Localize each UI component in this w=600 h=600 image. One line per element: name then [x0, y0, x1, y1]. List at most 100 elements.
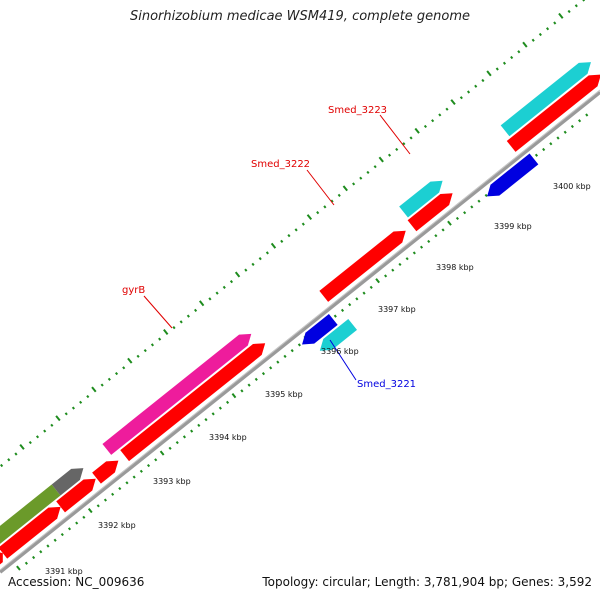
forward-ring-tick — [409, 136, 413, 140]
scale-ring-tick — [67, 527, 72, 531]
scale-ring-tick — [175, 440, 179, 445]
scale-label-3391: 3391 kbp — [45, 567, 83, 576]
forward-ring-tick — [179, 320, 183, 324]
map-title: Sinorhizobium medicae WSM419, complete g… — [129, 9, 471, 24]
scale-label-3393: 3393 kbp — [153, 477, 191, 486]
smed-3223-feature[interactable] — [399, 180, 443, 218]
scale-ring-tick — [455, 216, 460, 221]
forward-ring-tick — [136, 354, 140, 358]
scale-ring-tick — [340, 308, 345, 313]
scale-ring-tick — [197, 423, 201, 427]
forward-cds[interactable] — [56, 478, 96, 513]
scale-ring-tick — [32, 555, 36, 560]
forward-ring-tick — [14, 452, 18, 456]
scale-ring-tick — [348, 303, 352, 307]
forward-ring-tick — [0, 463, 4, 468]
scale-ring-tick — [190, 429, 194, 433]
scale-ring-tick — [290, 349, 294, 353]
smed-3221-leader-line — [329, 339, 357, 381]
forward-ring-tick — [395, 147, 399, 152]
forward-ring-tick — [330, 199, 334, 203]
forward-ring-tick — [359, 176, 363, 180]
forward-ring-tick — [114, 371, 119, 376]
forward-ring-tick — [438, 113, 442, 117]
forward-ring-tick — [222, 285, 226, 289]
forward-ring-tick — [91, 386, 97, 393]
smed-3223-cds[interactable] — [407, 193, 453, 232]
smed-3222-cds[interactable] — [319, 230, 406, 302]
forward-ring-tick — [474, 84, 478, 88]
forward-ring-tick — [258, 257, 262, 261]
forward-ring-tick — [122, 366, 126, 370]
forward-ring-tick — [143, 348, 147, 353]
genome-backbone-highlight — [0, 89, 600, 571]
gene-label-gyrb[interactable]: gyrB — [122, 285, 145, 296]
gyrb-leader-line — [143, 295, 173, 329]
forward-ring-tick — [270, 242, 277, 249]
gene-label-smed-3223[interactable]: Smed_3223 — [328, 105, 387, 116]
forward-ring-tick — [522, 41, 528, 48]
scale-ring-tick — [477, 199, 481, 203]
forward-ring-tick — [423, 124, 428, 129]
reverse-cds[interactable] — [302, 314, 338, 345]
reverse-cds[interactable] — [487, 153, 539, 197]
forward-ring-tick — [294, 228, 298, 232]
gray-feature[interactable] — [51, 468, 84, 496]
forward-ring-tick — [86, 394, 90, 399]
forward-cds[interactable] — [0, 551, 3, 567]
forward-cds[interactable] — [92, 460, 119, 484]
forward-ring-tick — [567, 9, 571, 14]
forward-cds[interactable] — [506, 74, 600, 152]
cyan-feature[interactable] — [500, 62, 591, 137]
gyrb-cds[interactable] — [120, 343, 266, 462]
smed-3222-leader-line — [306, 169, 335, 206]
forward-ring-tick — [19, 443, 25, 450]
scale-ring-tick — [412, 251, 416, 255]
forward-ring-tick — [387, 153, 392, 157]
scale-ring-tick — [82, 515, 86, 519]
scale-ring-tick — [391, 268, 395, 272]
forward-ring-tick — [158, 337, 162, 341]
scale-label-3395: 3395 kbp — [265, 390, 303, 399]
scale-label-3392: 3392 kbp — [98, 521, 136, 530]
scale-ring-tick — [118, 486, 122, 491]
forward-ring-tick — [531, 38, 535, 42]
forward-ring-tick — [172, 325, 176, 330]
forward-ring-tick — [546, 27, 550, 31]
scale-ring-tick — [369, 285, 373, 290]
scale-ring-tick — [470, 205, 474, 209]
scale-ring-tick — [447, 220, 452, 226]
forward-ring-tick — [229, 280, 234, 284]
gene-label-smed-3222[interactable]: Smed_3222 — [251, 159, 310, 170]
forward-ring-tick — [287, 234, 291, 238]
forward-ring-tick — [582, 0, 586, 2]
forward-ring-tick — [244, 268, 248, 272]
gyrb-feature[interactable] — [102, 333, 252, 455]
scale-ring-tick — [16, 565, 21, 571]
forward-ring-tick — [306, 214, 313, 221]
forward-ring-tick — [337, 193, 341, 198]
scale-ring-tick — [159, 450, 165, 456]
olive-feature[interactable] — [0, 484, 61, 555]
forward-ring-tick — [402, 142, 406, 146]
accession-text: Accession: NC_009636 — [8, 575, 145, 589]
genome-info-text: Topology: circular; Length: 3,781,904 bp… — [262, 575, 592, 589]
forward-ring-tick — [50, 423, 54, 427]
forward-cds[interactable] — [0, 506, 61, 559]
forward-ring-tick — [43, 429, 47, 433]
scale-ring-tick — [60, 532, 64, 537]
gene-label-smed-3221[interactable]: Smed_3221 — [357, 379, 416, 390]
smed-3221-cds[interactable] — [319, 318, 358, 351]
scale-ring-tick — [276, 360, 280, 364]
forward-ring-tick — [193, 308, 198, 312]
forward-ring-tick — [486, 70, 492, 77]
scale-ring-tick — [570, 124, 574, 129]
forward-ring-tick — [366, 170, 370, 175]
scale-label-3399: 3399 kbp — [494, 222, 532, 231]
forward-ring-tick — [215, 291, 219, 295]
scale-ring-tick — [434, 234, 438, 238]
feature-track[interactable] — [0, 62, 600, 567]
scale-ring-tick — [225, 400, 230, 404]
scale-ring-tick — [154, 458, 158, 462]
